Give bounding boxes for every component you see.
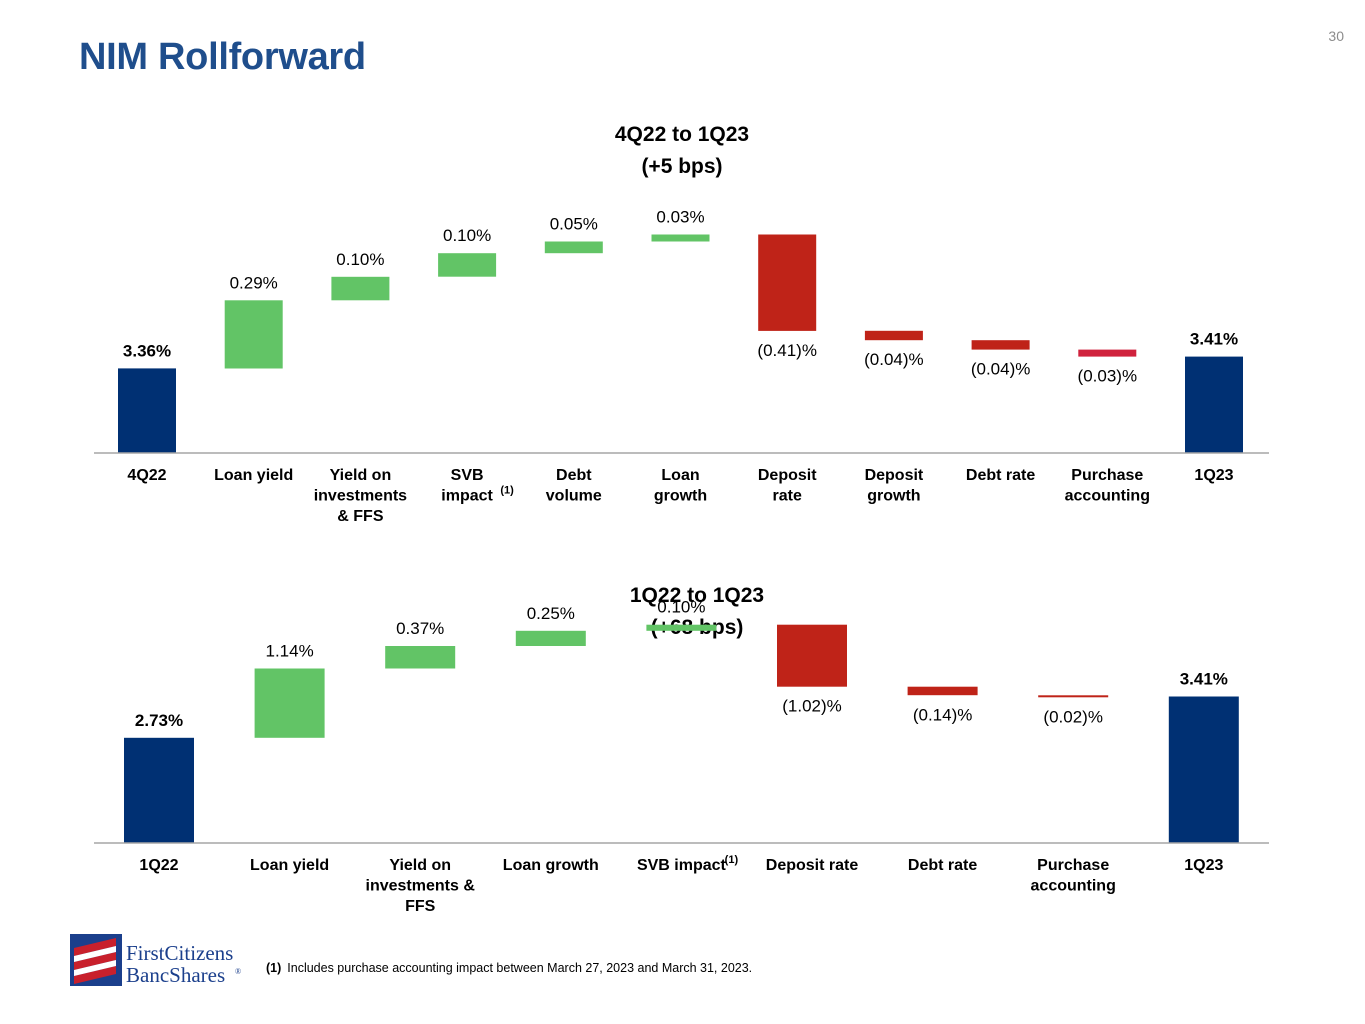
bar-increase: [385, 646, 456, 669]
logo-line-1: FirstCitizens: [126, 941, 233, 965]
bar-increase: [254, 668, 325, 738]
category-label: SVB impact: [637, 857, 727, 874]
category-label: FFS: [405, 898, 436, 915]
data-label: (0.14)%: [913, 705, 973, 724]
data-label: 3.36%: [123, 341, 171, 360]
logo-flag-icon: FirstCitizens BancShares ®: [70, 934, 241, 987]
category-label: & FFS: [337, 508, 384, 525]
chart-title: 1Q22 to 1Q23: [630, 584, 764, 607]
category-label: accounting: [1065, 488, 1150, 505]
chart-subtitle: (+5 bps): [641, 155, 722, 178]
data-label: (1.02)%: [782, 697, 842, 716]
category-label: 4Q22: [127, 467, 166, 484]
bar-increase: [651, 234, 710, 242]
category-label: 1Q22: [139, 857, 178, 874]
category-label: investments: [314, 488, 407, 505]
data-label: 2.73%: [135, 711, 183, 730]
bar-decrease: [1038, 695, 1109, 698]
page-title: NIM Rollforward: [79, 36, 366, 78]
category-label: Yield on: [330, 467, 392, 484]
category-label: Purchase: [1037, 857, 1109, 874]
data-label: 0.37%: [396, 619, 444, 638]
waterfall-chart-4q22-to-1q23: 4Q22 to 1Q23 (+5 bps) 3.36% 4Q22 0.29% Loan y…: [94, 123, 1269, 525]
category-label: Yield on: [389, 857, 451, 874]
chart-title: 4Q22 to 1Q23: [615, 123, 749, 146]
category-label: rate: [773, 488, 802, 505]
bar-increase: [331, 276, 390, 301]
data-label: 0.10%: [336, 250, 384, 269]
bar-increase: [438, 253, 497, 277]
bar-increase: [515, 630, 586, 646]
category-label: Debt rate: [966, 467, 1035, 484]
data-label: 1.14%: [265, 642, 313, 661]
data-label: 0.03%: [656, 208, 704, 227]
category-label: Debt: [556, 467, 592, 484]
data-label: 3.41%: [1190, 330, 1238, 349]
bar-increase: [646, 624, 717, 631]
footnote-marker: (1): [266, 961, 282, 975]
data-label: (0.04)%: [971, 360, 1031, 379]
footnote-text: Includes purchase accounting impact betw…: [287, 961, 753, 975]
bar-total: [124, 737, 194, 843]
data-label: (0.41)%: [757, 341, 817, 360]
data-label: 3.41%: [1180, 670, 1228, 689]
bar-decrease: [864, 330, 923, 341]
category-label: Loan growth: [503, 857, 599, 874]
bar-total: [118, 368, 176, 453]
category-label: accounting: [1031, 878, 1116, 895]
category-label: Deposit rate: [766, 857, 859, 874]
data-label: (0.04)%: [864, 350, 924, 369]
waterfall-chart-1q22-to-1q23: 1Q22 to 1Q23(+68 bps)2.73%1Q221.14%Loan …: [94, 584, 1269, 915]
category-label: Loan: [661, 467, 699, 484]
category-footnote-marker: (1): [500, 485, 514, 497]
data-label: 0.10%: [443, 226, 491, 245]
footnote: (1) Includes purchase accounting impact b…: [266, 961, 752, 975]
category-label: Loan yield: [214, 467, 293, 484]
bar-increase: [224, 300, 283, 369]
category-label: 1Q23: [1194, 467, 1233, 484]
data-label: 0.05%: [550, 215, 598, 234]
bar-decrease: [907, 686, 978, 696]
bar-increase: [544, 241, 603, 254]
logo-registered-mark: ®: [235, 967, 241, 976]
bar-decrease: [777, 624, 847, 687]
category-label: impact: [441, 488, 493, 505]
category-label: volume: [546, 488, 602, 505]
bar-decrease_alt: [1078, 349, 1137, 357]
data-label: 0.25%: [527, 604, 575, 623]
page-number: 30: [1328, 28, 1344, 44]
category-label: growth: [867, 488, 920, 505]
category-label: Purchase: [1071, 467, 1143, 484]
category-label: Debt rate: [908, 857, 977, 874]
category-label: Loan yield: [250, 857, 329, 874]
category-label: SVB: [451, 467, 484, 484]
bar-total: [1168, 696, 1239, 843]
bar-total: [1185, 356, 1243, 453]
category-footnote-marker: (1): [725, 854, 739, 866]
bar-decrease: [971, 340, 1030, 350]
data-label: 0.29%: [230, 273, 278, 292]
data-label: 0.10%: [657, 598, 705, 617]
category-label: 1Q23: [1184, 857, 1223, 874]
data-label: (0.02)%: [1043, 707, 1103, 726]
bar-decrease: [758, 234, 817, 331]
logo-line-2: BancShares: [126, 963, 225, 987]
data-label: (0.03)%: [1078, 367, 1138, 386]
category-label: investments &: [366, 878, 476, 895]
category-label: growth: [654, 488, 707, 505]
first-citizens-logo: FirstCitizens BancShares ®: [70, 930, 260, 990]
category-label: Deposit: [758, 467, 817, 484]
category-label: Deposit: [865, 467, 924, 484]
